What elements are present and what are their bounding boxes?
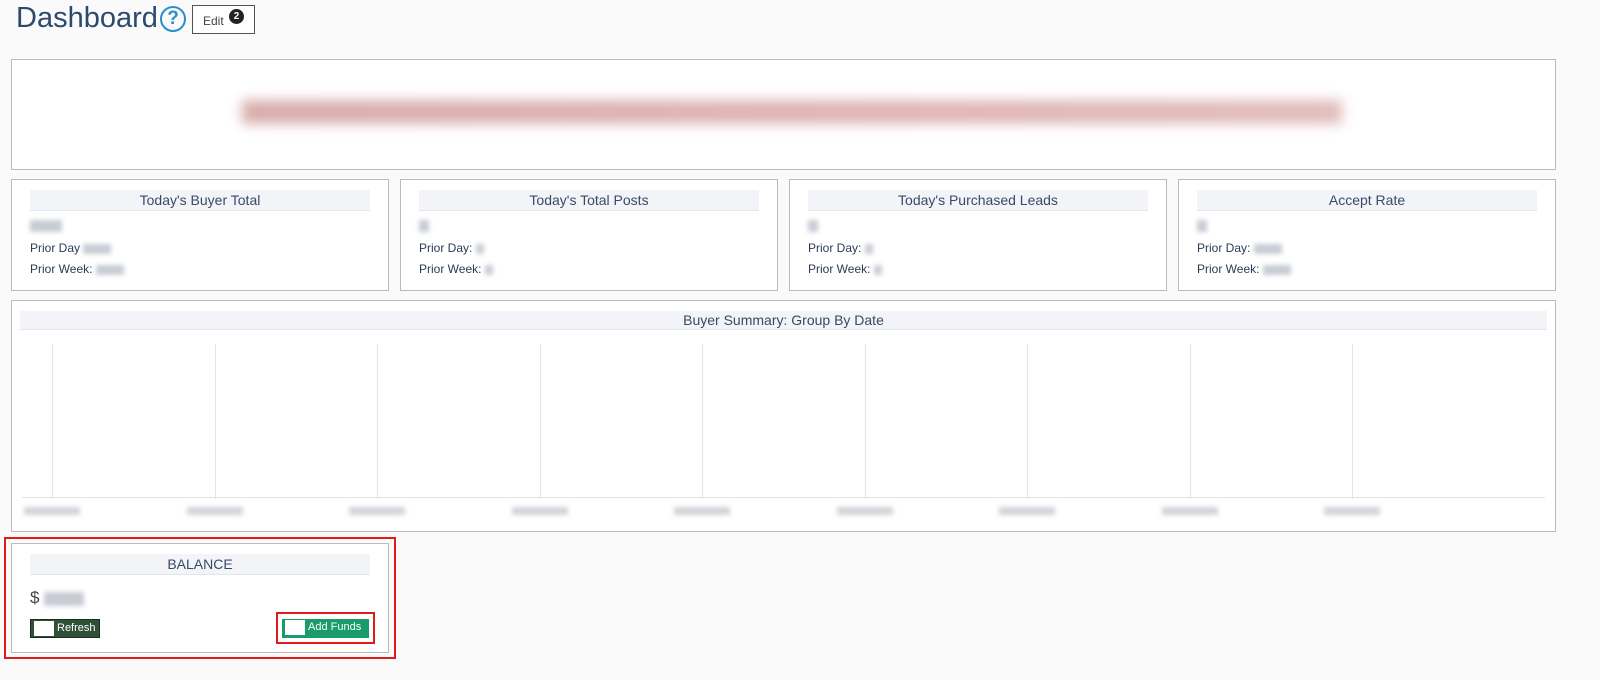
- chart-gridline: [702, 344, 703, 499]
- stat-value: [30, 219, 62, 232]
- prior-day-label: Prior Day: [30, 241, 81, 255]
- chart-gridline: [214, 344, 216, 499]
- prior-day-label: Prior Day:: [1197, 241, 1251, 255]
- money-icon: [285, 620, 305, 635]
- x-tick-label: [186, 507, 243, 515]
- page-title: Dashboard: [16, 2, 158, 34]
- stat-card: Today's Purchased Leads Prior Day: Prior…: [789, 179, 1167, 291]
- prior-day-value: [1253, 243, 1282, 254]
- prior-week-label: Prior Week:: [30, 262, 93, 276]
- prior-week-value: [484, 264, 493, 275]
- prior-day-value: [864, 243, 873, 254]
- stat-title: Today's Buyer Total: [30, 190, 370, 211]
- prior-week-label: Prior Week:: [1197, 262, 1260, 276]
- chart-gridline: [539, 344, 541, 499]
- stat-card: Today's Total Posts Prior Day: Prior Wee…: [400, 179, 778, 291]
- stat-card: Today's Buyer Total Prior Day Prior Week…: [11, 179, 389, 291]
- chart-gridline: [377, 344, 378, 499]
- chart-baseline: [22, 497, 1545, 498]
- prior-week-value: [873, 264, 882, 275]
- chart-gridline: [52, 344, 53, 499]
- stat-title: Today's Purchased Leads: [808, 190, 1148, 211]
- notice-banner: [11, 59, 1556, 170]
- x-tick-label: [674, 507, 730, 515]
- edit-label: Edit: [203, 14, 224, 28]
- chart-gridline: [1352, 344, 1353, 499]
- x-tick-label: [511, 507, 568, 515]
- edit-button[interactable]: Edit 2: [192, 5, 255, 34]
- prior-week-value: [1262, 264, 1291, 275]
- edit-badge: 2: [229, 9, 244, 24]
- stat-value: [808, 219, 818, 232]
- prior-day-label: Prior Day:: [419, 241, 473, 255]
- prior-day-value: [83, 243, 112, 254]
- stat-value: [1197, 219, 1207, 232]
- x-tick-label: [1161, 507, 1218, 515]
- chart-title: Buyer Summary: Group By Date: [20, 311, 1547, 330]
- chart-gridline: [1189, 344, 1191, 499]
- prior-day-value: [475, 243, 484, 254]
- refresh-label: Refresh: [57, 622, 96, 634]
- prior-week-label: Prior Week:: [808, 262, 871, 276]
- add-funds-button[interactable]: Add Funds: [282, 619, 369, 638]
- balance-title: BALANCE: [30, 554, 370, 575]
- stat-value: [419, 219, 429, 232]
- x-tick-label: [836, 507, 893, 515]
- balance-highlight: [4, 537, 396, 659]
- buyer-summary-chart: Buyer Summary: Group By Date: [11, 300, 1556, 532]
- chart-gridline: [864, 344, 866, 499]
- add-funds-label: Add Funds: [308, 621, 362, 633]
- x-tick-label: [1324, 507, 1380, 515]
- balance-value: [44, 591, 85, 606]
- stat-title: Accept Rate: [1197, 190, 1537, 211]
- x-tick-label: [349, 507, 405, 515]
- prior-day-label: Prior Day:: [808, 241, 862, 255]
- stat-card: Accept Rate Prior Day: Prior Week:: [1178, 179, 1556, 291]
- prior-week-label: Prior Week:: [419, 262, 482, 276]
- currency-symbol: $: [30, 588, 40, 607]
- x-tick-label: [999, 507, 1055, 515]
- add-funds-highlight: [276, 612, 375, 644]
- x-tick-label: [24, 507, 80, 515]
- refresh-icon: [34, 621, 54, 636]
- prior-week-value: [95, 264, 124, 275]
- stat-title: Today's Total Posts: [419, 190, 759, 211]
- question-circle-icon[interactable]: ?: [160, 6, 186, 32]
- refresh-button[interactable]: Refresh: [30, 619, 100, 638]
- balance-card: BALANCE $ Refresh Add Funds: [11, 543, 389, 653]
- chart-gridline: [1027, 344, 1028, 499]
- blurred-notice: [242, 100, 1342, 124]
